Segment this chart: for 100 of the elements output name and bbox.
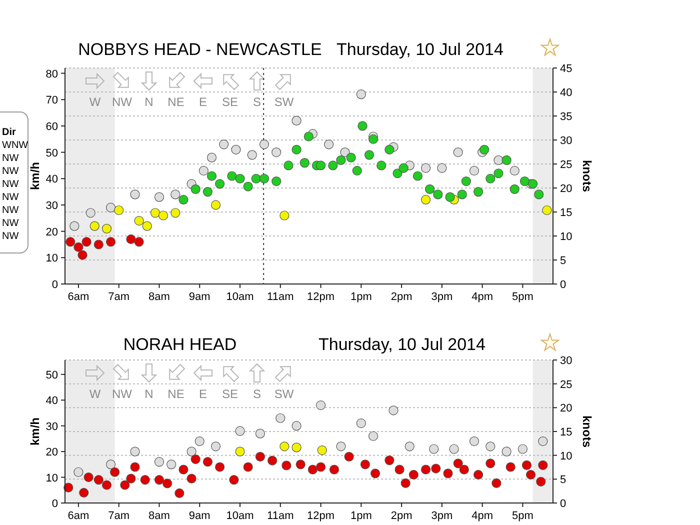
point [272,147,282,158]
point [280,210,290,220]
point [74,242,84,252]
point [78,250,88,260]
point [82,237,92,247]
point [538,460,548,470]
point [154,457,164,467]
point [154,475,164,485]
point [272,176,282,186]
point [126,234,136,244]
point [74,467,84,477]
point [170,190,180,200]
annotation: SE [222,387,238,401]
point [206,171,217,181]
point [392,168,402,178]
point [120,480,130,490]
x-tick-label: 5pm [512,510,534,522]
text: NW [2,166,20,177]
annotation: SW [274,95,294,109]
chart-title: NOBBYS HEAD - NEWCASTLE [78,40,322,59]
point [492,478,502,488]
point [449,444,459,454]
y2-tick-label: 15 [560,426,572,438]
x-tick-label: 9am [188,510,210,522]
point [235,446,245,456]
point [227,171,237,181]
point [243,182,253,192]
x-tick-label: 6am [68,291,90,303]
point [190,454,200,464]
point [134,216,144,226]
point [316,160,326,170]
point [296,460,306,470]
x-tick-label: 4pm [472,510,494,522]
text: NW [2,179,20,190]
point [329,464,340,474]
point [518,444,528,454]
point [126,474,136,484]
point [178,194,188,205]
y-tick-label: 20 [46,446,58,459]
point [186,446,196,456]
y-tick-label: 10 [46,252,58,265]
point [90,221,100,231]
point [433,190,443,200]
point [280,442,290,452]
y-tick-label: 70 [46,94,58,107]
annotation: E [198,95,208,109]
point [206,152,217,162]
y2-tick-label: 30 [560,135,572,147]
point [408,470,418,480]
point [443,468,453,478]
y-tick-label: 40 [46,395,58,408]
point [154,192,164,202]
point [259,174,270,184]
point [404,442,414,452]
point [420,163,431,173]
x-tick-label: 3pm [431,291,453,303]
chart-subtitle: Thursday, 10 Jul 2014 [318,335,486,354]
x-tick-label: 7am [108,510,130,522]
point [431,464,441,474]
y2-tick-label: 15 [560,207,572,219]
point [150,208,160,218]
annotation: E [198,387,208,401]
point [486,458,496,468]
annotation: NE [168,387,184,401]
annotation: NW [112,387,133,401]
point [114,205,124,216]
point [356,418,366,428]
text: NW [2,153,20,164]
y2-tick-label: 10 [560,450,572,462]
point [66,237,76,247]
point [284,160,294,170]
point [473,470,484,480]
point [166,460,176,470]
y2-tick-label: 5 [560,474,566,486]
point [425,184,435,194]
point [457,190,467,200]
point [194,436,204,446]
point [384,456,394,466]
y-tick-label: 0 [52,498,58,510]
point [106,460,116,470]
y-tick-label: 0 [52,279,58,291]
point [336,442,346,452]
y2-axis-title: knots [580,160,594,192]
point [461,176,471,186]
x-tick-label: 12pm [307,291,335,303]
annotation: W [89,95,102,109]
point [506,462,516,472]
point [162,478,172,488]
point [437,163,447,173]
point [110,467,120,477]
point [412,171,423,181]
point [522,460,532,470]
y2-tick-label: 5 [560,255,566,267]
point [445,192,455,202]
point [215,179,225,189]
y2-tick-label: 30 [560,355,572,367]
point [494,155,504,165]
point [178,464,188,474]
x-tick-label: 8am [148,291,170,303]
x-tick-label: 2pm [390,291,412,303]
